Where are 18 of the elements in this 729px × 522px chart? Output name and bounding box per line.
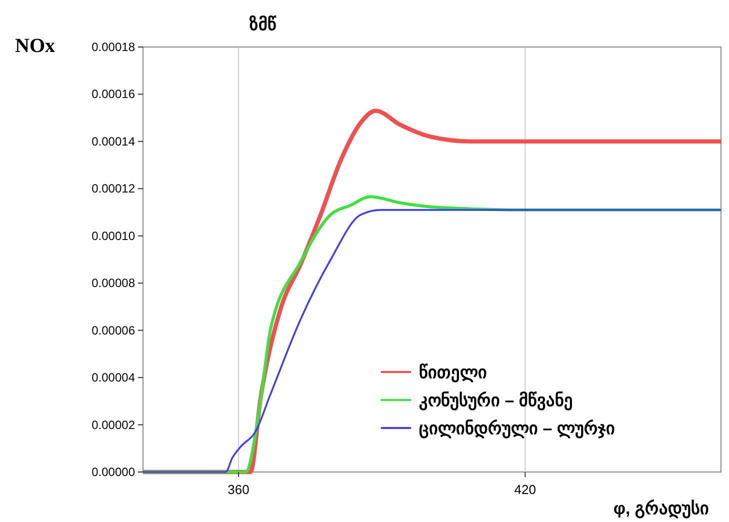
x-tick-label: 360: [228, 482, 250, 497]
legend-label: წითელი: [419, 363, 487, 383]
y-tick-label: 0.00002: [92, 418, 136, 432]
y-tick-label: 0.00018: [92, 40, 136, 54]
y-tick-label: 0.00016: [92, 87, 136, 102]
x-tick-label: 420: [514, 482, 536, 497]
legend-label: ცილინდრული – ლურჯი: [419, 419, 615, 439]
y-tick-label: 0.00008: [92, 276, 136, 290]
x-axis-title: φ, გრადუსი: [613, 499, 709, 519]
y-tick-label: 0.00004: [92, 370, 136, 385]
y-tick-label: 0.00014: [92, 134, 136, 148]
y-tick-label: 0.00012: [92, 182, 136, 196]
y-axis-title: NOx: [15, 35, 55, 57]
y-tick-label: 0.00006: [92, 323, 136, 338]
y-tick-label: 0.00000: [92, 465, 136, 479]
legend-label: კონუსური – მწვანე: [419, 391, 573, 411]
y-tick-label: 0.00010: [92, 228, 136, 243]
text: ზმწ: [248, 15, 276, 34]
